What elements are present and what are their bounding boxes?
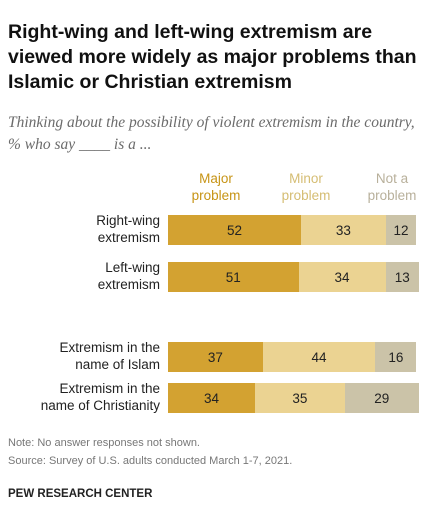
chart-title: Right-wing and left-wing extremism are v… [8, 21, 417, 93]
series-header-line: problem [191, 188, 241, 203]
bar-value-label: 16 [388, 349, 404, 365]
category-label: Extremism in the name of Islam [8, 339, 160, 373]
bar-value-label: 29 [374, 390, 390, 406]
bar-segment: 37 [168, 342, 263, 372]
brand-label: PEW RESEARCH CENTER [8, 488, 153, 500]
category-label: Extremism in the name of Christianity [8, 380, 160, 414]
source-text: Source: Survey of U.S. adults conducted … [8, 455, 293, 467]
category-label-line: name of Islam [75, 357, 160, 372]
bar-segment: 35 [255, 383, 345, 413]
category-label-line: Left-wing [105, 260, 160, 275]
series-header-line: problem [367, 188, 417, 203]
bar-segment: 34 [168, 383, 256, 413]
note-text: Note: No answer responses not shown. [8, 437, 200, 449]
bar-segment: 44 [262, 342, 376, 372]
series-header-line: Major [199, 171, 233, 186]
bar-segment: 16 [375, 342, 417, 372]
bar-value-label: 51 [225, 269, 241, 285]
series-header-line: Minor [289, 171, 323, 186]
category-label: Right-wing extremism [8, 212, 160, 246]
bar-value-label: 12 [393, 222, 409, 238]
bar-segment: 34 [298, 262, 386, 292]
bar-segment: 12 [385, 215, 417, 245]
category-label: Left-wing extremism [8, 259, 160, 293]
series-header-1: Major problem [171, 170, 261, 204]
series-header-2: Minor problem [261, 170, 351, 204]
category-label-line: name of Christianity [40, 398, 160, 413]
series-header-line: problem [281, 188, 331, 203]
bar-value-label: 13 [394, 269, 410, 285]
bar-value-label: 35 [292, 390, 308, 406]
bar-segment: 33 [301, 215, 386, 245]
bar-value-label: 34 [204, 390, 220, 406]
bar-value-label: 44 [311, 349, 327, 365]
bar-value-label: 52 [227, 222, 243, 238]
bar-value-label: 37 [207, 349, 223, 365]
bar-segment: 29 [344, 383, 419, 413]
category-label-line: Right-wing [96, 213, 160, 228]
bar-value-label: 33 [335, 222, 351, 238]
category-label-line: Extremism in the [59, 340, 160, 355]
series-header-line: Not a [375, 171, 409, 186]
bar-value-label: 34 [334, 269, 350, 285]
bar-segment: 13 [385, 262, 419, 292]
bar-segment: 51 [168, 262, 299, 292]
category-label-line: extremism [97, 277, 160, 292]
bar-segment: 52 [168, 215, 302, 245]
category-label-line: extremism [97, 230, 160, 245]
category-label-line: Extremism in the [59, 381, 160, 396]
series-header-3: Not a problem [347, 170, 435, 204]
chart-subtitle: Thinking about the possibility of violen… [8, 114, 415, 153]
